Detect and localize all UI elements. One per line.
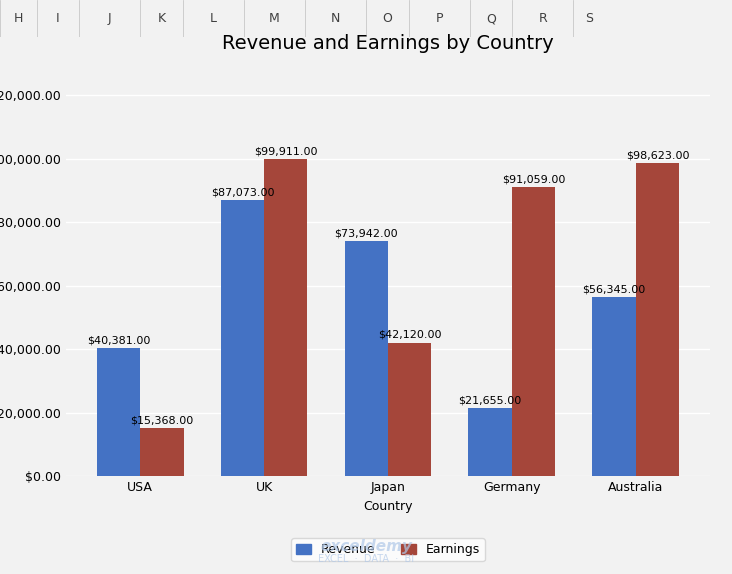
Text: P: P: [436, 12, 443, 25]
Text: $73,942.00: $73,942.00: [335, 229, 398, 239]
Text: M: M: [269, 12, 280, 25]
Text: S: S: [585, 12, 593, 25]
Text: $40,381.00: $40,381.00: [87, 335, 150, 346]
Text: exceldemy: exceldemy: [320, 539, 412, 554]
Bar: [388, 343, 431, 476]
Bar: [468, 408, 512, 476]
Text: EXCEL  ·  DATA  ·  BI: EXCEL · DATA · BI: [318, 554, 414, 564]
Text: $98,623.00: $98,623.00: [626, 150, 689, 160]
Text: R: R: [539, 12, 548, 25]
Bar: [345, 241, 388, 476]
Bar: [512, 187, 555, 476]
Bar: [141, 428, 184, 476]
Bar: [221, 200, 264, 476]
Bar: [97, 348, 141, 476]
Text: L: L: [210, 12, 217, 25]
Title: Revenue and Earnings by Country: Revenue and Earnings by Country: [222, 34, 554, 53]
Bar: [264, 159, 307, 476]
Text: $42,120.00: $42,120.00: [378, 330, 441, 340]
Text: I: I: [56, 12, 60, 25]
Text: N: N: [331, 12, 340, 25]
Text: $91,059.00: $91,059.00: [502, 174, 565, 184]
Text: $99,911.00: $99,911.00: [254, 146, 318, 156]
Bar: [592, 297, 635, 476]
Text: K: K: [157, 12, 165, 25]
Bar: [635, 163, 679, 476]
Legend: Revenue, Earnings: Revenue, Earnings: [291, 538, 485, 561]
Text: $56,345.00: $56,345.00: [583, 285, 646, 295]
Text: Q: Q: [486, 12, 496, 25]
Text: $21,655.00: $21,655.00: [458, 395, 522, 405]
Text: $15,368.00: $15,368.00: [130, 415, 193, 425]
X-axis label: Country: Country: [363, 500, 413, 513]
Text: O: O: [382, 12, 392, 25]
Text: J: J: [108, 12, 111, 25]
Text: $87,073.00: $87,073.00: [211, 187, 274, 197]
Text: H: H: [14, 12, 23, 25]
